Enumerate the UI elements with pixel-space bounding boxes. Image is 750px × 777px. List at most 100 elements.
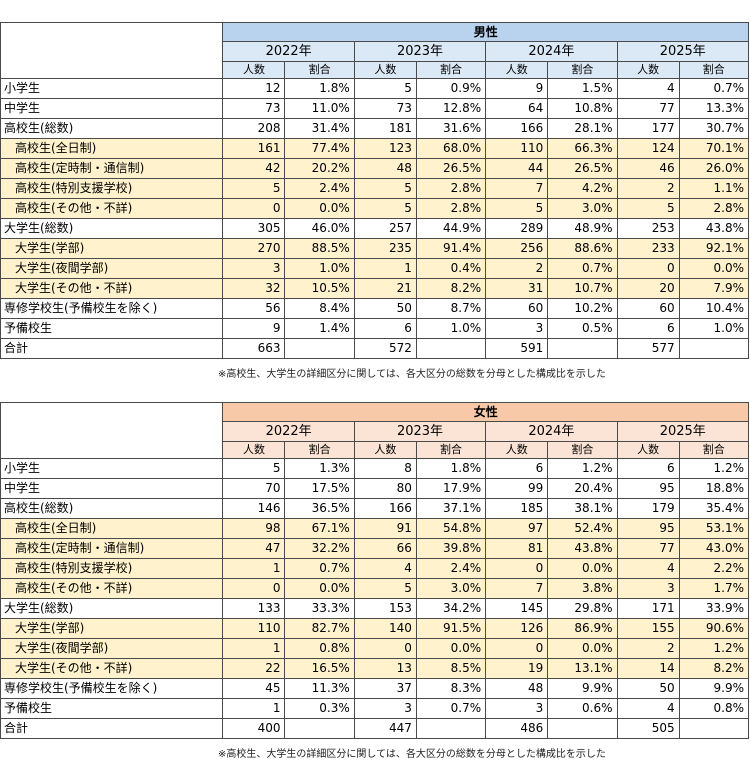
count-cell: 95 xyxy=(616,518,680,539)
row-label: 高校生(定時制・通信制) xyxy=(0,158,224,179)
count-cell: 2 xyxy=(485,258,549,279)
count-cell: 257 xyxy=(353,218,417,239)
total-row: 合計 400 447 486 505 xyxy=(0,718,750,739)
ratio-col-header: 割合 xyxy=(415,61,487,79)
ratio-cell: 11.0% xyxy=(284,98,355,119)
male-table: 男性 2022年 2023年 2024年 2025年 人数 割合 人数 割合 人… xyxy=(0,22,750,359)
count-cell: 3 xyxy=(222,258,286,279)
count-cell: 9 xyxy=(485,78,549,99)
ratio-cell: 1.4% xyxy=(284,318,355,339)
row-label: 大学生(総数) xyxy=(0,598,224,619)
ratio-cell: 92.1% xyxy=(678,238,750,259)
ratio-cell: 31.4% xyxy=(284,118,355,139)
male-table-body: 小学生 12 1.8% 5 0.9% 9 1.5% 4 0.7% 中学生 73 11.0% 73 12.8… xyxy=(0,78,750,359)
count-cell: 591 xyxy=(485,338,549,359)
ratio-cell: 1.2% xyxy=(678,638,750,659)
ratio-cell: 10.2% xyxy=(547,298,618,319)
count-cell: 185 xyxy=(485,498,549,519)
table-row: 高校生(その他・不詳) 0 0.0% 5 3.0% 7 3.8% 3 1.7% xyxy=(0,578,750,599)
count-cell: 663 xyxy=(222,338,286,359)
count-cell: 270 xyxy=(222,238,286,259)
row-label: 合計 xyxy=(0,718,224,739)
female-footnote: ※高校生、大学生の詳細区分に関しては、各大区分の総数を分母とした構成比を示した xyxy=(218,749,606,760)
ratio-cell: 8.2% xyxy=(678,658,750,679)
count-cell: 20 xyxy=(616,278,680,299)
count-cell: 505 xyxy=(616,718,680,739)
male-footnote: ※高校生、大学生の詳細区分に関しては、各大区分の総数を分母とした構成比を示した xyxy=(218,369,606,380)
year-header: 2024年 xyxy=(485,41,618,62)
ratio-cell: 8.4% xyxy=(284,298,355,319)
ratio-cell: 10.5% xyxy=(284,278,355,299)
count-cell: 2 xyxy=(616,638,680,659)
ratio-cell: 52.4% xyxy=(547,518,618,539)
ratio-cell: 37.1% xyxy=(415,498,487,519)
ratio-cell: 35.4% xyxy=(678,498,750,519)
ratio-cell: 1.5% xyxy=(547,78,618,99)
table-row: 専修学校生(予備校生を除く) 45 11.3% 37 8.3% 48 9.9% 50 9.9% xyxy=(0,678,750,699)
count-cell: 9 xyxy=(222,318,286,339)
count-cell: 133 xyxy=(222,598,286,619)
ratio-cell: 1.1% xyxy=(678,178,750,199)
ratio-cell: 3.0% xyxy=(415,578,487,599)
count-col-header: 人数 xyxy=(353,61,417,79)
total-row: 合計 663 572 591 577 xyxy=(0,338,750,359)
ratio-cell xyxy=(284,338,355,359)
ratio-cell: 0.0% xyxy=(678,258,750,279)
row-label: 大学生(学部) xyxy=(0,238,224,259)
ratio-cell: 39.8% xyxy=(415,538,487,559)
table-row: 高校生(定時制・通信制) 47 32.2% 66 39.8% 81 43.8% 77 43.0% xyxy=(0,538,750,559)
table-row: 高校生(全日制) 98 67.1% 91 54.8% 97 52.4% 95 53.1% xyxy=(0,518,750,539)
count-cell: 161 xyxy=(222,138,286,159)
ratio-cell: 10.8% xyxy=(547,98,618,119)
ratio-cell: 2.8% xyxy=(415,198,487,219)
year-header: 2025年 xyxy=(616,41,750,62)
ratio-col-header: 割合 xyxy=(547,61,618,79)
count-cell: 50 xyxy=(616,678,680,699)
row-label: 専修学校生(予備校生を除く) xyxy=(0,678,224,699)
ratio-cell: 17.9% xyxy=(415,478,487,499)
count-cell: 5 xyxy=(222,178,286,199)
ratio-cell: 13.3% xyxy=(678,98,750,119)
row-label: 高校生(その他・不詳) xyxy=(0,578,224,599)
count-cell: 77 xyxy=(616,98,680,119)
count-cell: 31 xyxy=(485,278,549,299)
count-cell: 73 xyxy=(353,98,417,119)
row-label: 中学生 xyxy=(0,98,224,119)
ratio-col-header: 割合 xyxy=(678,441,750,459)
ratio-cell: 1.0% xyxy=(415,318,487,339)
count-cell: 110 xyxy=(222,618,286,639)
count-cell: 73 xyxy=(222,98,286,119)
count-cell: 8 xyxy=(353,458,417,479)
count-cell: 66 xyxy=(353,538,417,559)
table-row: 大学生(総数) 305 46.0% 257 44.9% 289 48.9% 253 43.8% xyxy=(0,218,750,239)
count-cell: 486 xyxy=(485,718,549,739)
ratio-cell: 29.8% xyxy=(547,598,618,619)
count-cell: 81 xyxy=(485,538,549,559)
row-label: 高校生(全日制) xyxy=(0,518,224,539)
ratio-cell: 28.1% xyxy=(547,118,618,139)
table-row: 大学生(その他・不詳) 32 10.5% 21 8.2% 31 10.7% 20 7.9% xyxy=(0,278,750,299)
table-row: 予備校生 1 0.3% 3 0.7% 3 0.6% 4 0.8% xyxy=(0,698,750,719)
count-cell: 153 xyxy=(353,598,417,619)
ratio-cell: 46.0% xyxy=(284,218,355,239)
count-cell: 208 xyxy=(222,118,286,139)
ratio-cell: 1.7% xyxy=(678,578,750,599)
row-label: 高校生(特別支援学校) xyxy=(0,558,224,579)
table-row: 大学生(学部) 270 88.5% 235 91.4% 256 88.6% 233 92.1% xyxy=(0,238,750,259)
count-cell: 177 xyxy=(616,118,680,139)
count-cell: 1 xyxy=(222,698,286,719)
ratio-cell: 0.0% xyxy=(547,638,618,659)
female-table: 女性 2022年 2023年 2024年 2025年 人数 割合 人数 割合 人… xyxy=(0,402,750,739)
ratio-cell: 33.9% xyxy=(678,598,750,619)
ratio-cell: 44.9% xyxy=(415,218,487,239)
table-row: 高校生(特別支援学校) 5 2.4% 5 2.8% 7 4.2% 2 1.1% xyxy=(0,178,750,199)
count-cell: 13 xyxy=(353,658,417,679)
table-row: 大学生(その他・不詳) 22 16.5% 13 8.5% 19 13.1% 14 8.2% xyxy=(0,658,750,679)
count-cell: 1 xyxy=(353,258,417,279)
count-cell: 7 xyxy=(485,178,549,199)
ratio-cell: 0.7% xyxy=(415,698,487,719)
ratio-cell: 30.7% xyxy=(678,118,750,139)
count-cell: 1 xyxy=(222,558,286,579)
count-cell: 123 xyxy=(353,138,417,159)
count-cell: 91 xyxy=(353,518,417,539)
